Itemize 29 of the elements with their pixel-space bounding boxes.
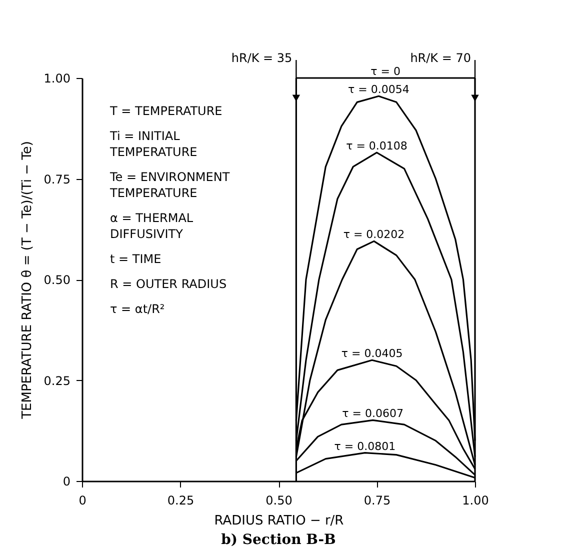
annotation: R = OUTER RADIUS: [110, 277, 227, 291]
y-tick-label: 0.75: [44, 172, 70, 186]
x-tick-label: 0: [78, 494, 86, 508]
annotation: hR/K = 35: [231, 51, 292, 65]
annotation: τ = αt/R²: [110, 302, 165, 316]
y-tick-label: 0.50: [44, 273, 70, 287]
annotation: T = TEMPERATURE: [109, 104, 222, 118]
series-label: τ = 0.0607: [342, 407, 404, 420]
annotation: Te = ENVIRONMENT TEMPERATURE: [109, 170, 230, 200]
series-label: τ = 0.0054: [348, 83, 410, 96]
annotation: t = TIME: [110, 252, 162, 266]
x-tick-label: 0.75: [364, 494, 391, 508]
y-tick-label: 0: [62, 474, 70, 488]
series-label: τ = 0.0108: [346, 140, 408, 153]
y-tick-label: 1.00: [44, 72, 70, 86]
series-label: τ = 0.0202: [343, 228, 405, 242]
text: b) Section B-B: [221, 532, 336, 548]
x-tick-label: 1.00: [462, 494, 489, 508]
x-axis-title: RADIUS RATIO − r/R: [214, 514, 344, 528]
x-tick-label: 0.50: [266, 494, 292, 508]
series-label: τ = 0: [370, 65, 401, 78]
y-tick-label: 0.25: [44, 374, 70, 388]
annotation: hR/K = 70: [410, 51, 471, 65]
annotation: Ti = INITIAL TEMPERATURE: [109, 129, 198, 159]
annotation: α = THERMAL DIFFUSIVITY: [110, 211, 194, 241]
y-axis-title: TEMPERATURE RATIO θ = (T − Te)/(Ti − Te): [20, 141, 35, 420]
series-label: τ = 0.0801: [334, 440, 396, 453]
x-tick-label: 0.25: [167, 494, 194, 508]
series-label: τ = 0.0405: [341, 347, 403, 360]
